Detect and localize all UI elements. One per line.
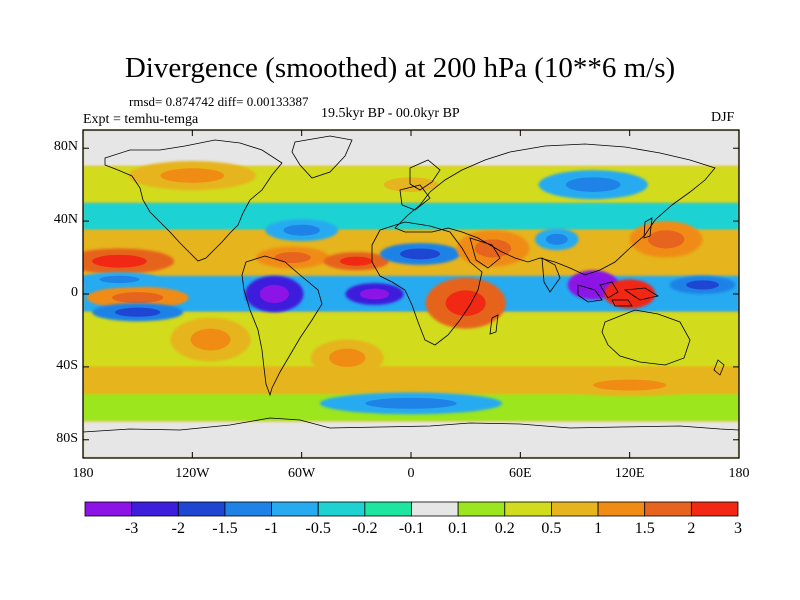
lon-tick-label: 120W [175, 466, 210, 481]
colorbar-label: 0.5 [541, 520, 562, 537]
colorbar-label: -0.1 [398, 520, 425, 537]
field-band-2 [83, 202, 739, 231]
colorbar-label: -0.5 [305, 520, 331, 537]
field-feature-core-10 [329, 348, 366, 367]
field-feature-core-22 [365, 397, 457, 409]
colorbar-swatch [457, 501, 506, 517]
rmsd-diff-stats: rmsd= 0.874742 diff= 0.00133387 [129, 94, 309, 109]
colorbar-swatch [317, 501, 366, 517]
field-feature-core-17 [647, 230, 685, 249]
colorbar-label: 1.5 [634, 520, 655, 537]
colorbar-label: -1 [264, 520, 279, 537]
colorbar-label: 0.1 [448, 520, 469, 537]
coastlines [83, 135, 739, 433]
colorbar-swatch [504, 501, 552, 517]
field-feature-core-12 [445, 290, 486, 316]
colorbar-swatch [177, 501, 226, 517]
field-feature-core-8 [339, 256, 373, 266]
field-feature-core-6 [274, 252, 311, 264]
colorbar-swatch [551, 501, 599, 517]
lat-tick-label: 80N [53, 139, 78, 155]
field-feature-core-2 [99, 275, 140, 284]
colorbar-swatch [131, 501, 179, 517]
divergence-field [83, 130, 739, 458]
field-feature-core-9 [359, 288, 390, 300]
colorbar-label: -3 [124, 520, 139, 537]
lat-tick-label: 0 [71, 285, 78, 300]
field-feature-core-3 [114, 307, 161, 317]
lon-tick-label: 180 [72, 466, 94, 481]
field-feature-core-1 [112, 292, 164, 304]
longitude-axis [82, 130, 740, 458]
season-label: DJF [711, 110, 735, 125]
field-feature-core-4 [190, 328, 231, 351]
colorbar-swatch [364, 501, 412, 517]
lon-tick-label: 180 [728, 466, 750, 481]
colorbar-label: -1.5 [212, 520, 238, 537]
colorbar-swatch [644, 501, 692, 517]
colorbar-swatch [84, 501, 133, 517]
field-feature-core-0 [92, 254, 147, 268]
lon-tick-label: 120E [614, 466, 645, 481]
lon-tick-label: 60W [288, 466, 316, 481]
colorbar-swatch [597, 501, 646, 517]
field-feature-core-23 [593, 379, 667, 391]
colorbar [84, 501, 739, 517]
field-feature-core-20 [160, 168, 225, 183]
colorbar-swatch [690, 501, 739, 517]
latitude-axis [83, 147, 739, 441]
field-band-8 [83, 421, 739, 458]
field-feature-core-18 [686, 280, 719, 290]
experiment-label: Expt = temhu-temga [83, 112, 199, 127]
field-feature-core-11 [400, 248, 441, 260]
chart-title: Divergence (smoothed) at 200 hPa (10**6 … [124, 52, 676, 84]
lat-tick-label: 80S [56, 430, 78, 446]
colorbar-label: -0.2 [352, 520, 378, 537]
field-feature-core-19 [565, 177, 621, 192]
colorbar-label: 3 [734, 520, 742, 537]
colorbar-label: 0.2 [494, 520, 515, 537]
field-feature-core-7 [283, 224, 320, 236]
lat-tick-label: 40N [53, 212, 78, 228]
colorbar-swatch [271, 501, 319, 517]
period-label: 19.5kyr BP - 00.0kyr BP [321, 106, 460, 121]
field-feature-core-14 [545, 233, 568, 245]
field-band-0 [83, 130, 739, 167]
field-feature-core-15 [580, 277, 606, 293]
colorbar-swatch [411, 501, 459, 517]
colorbar-swatch [224, 501, 272, 517]
field-feature-core-5 [259, 284, 289, 304]
colorbar-label: 2 [687, 520, 696, 537]
lon-tick-label: 0 [407, 466, 415, 481]
field-feature-core-13 [474, 239, 512, 258]
colorbar-label: -2 [171, 520, 185, 537]
colorbar-label: 1 [594, 520, 603, 537]
lon-tick-label: 60E [509, 466, 532, 481]
lat-tick-label: 40S [56, 357, 78, 373]
